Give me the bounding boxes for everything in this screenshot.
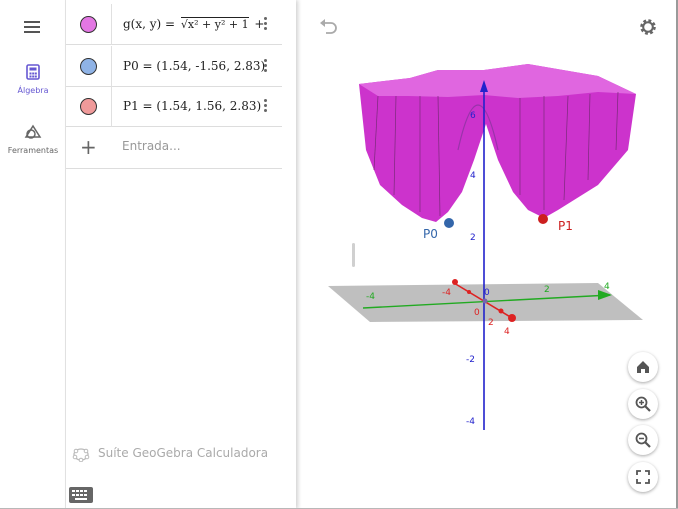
tab-tools-label: Ferramentas: [7, 146, 59, 155]
algebra-panel: g(x, y) = √x² + y² + 1 + P0 = (1.54, -1.…: [66, 0, 355, 509]
x-tick-neg4: -4: [442, 288, 451, 298]
z-tick-neg4: -4: [466, 417, 475, 427]
algebra-expression-g[interactable]: g(x, y) = √x² + y² + 1 +: [123, 4, 264, 45]
graphics-3d-view[interactable]: 6 4 2 -2 -4 -4 2 4 -4 0 2 4 0 P0 P1: [298, 0, 678, 509]
suite-label: Suíte GeoGebra Calculadora: [98, 446, 269, 460]
algebra-item-g[interactable]: g(x, y) = √x² + y² + 1 +: [66, 4, 282, 45]
keyboard-icon[interactable]: [69, 487, 93, 503]
fullscreen-icon: [636, 470, 650, 484]
point-P0-label: P0: [423, 227, 438, 241]
zoom-out-button[interactable]: [628, 425, 658, 455]
shapes-icon: [24, 124, 42, 139]
fullscreen-button[interactable]: [628, 462, 658, 492]
visibility-toggle-P0[interactable]: [80, 58, 97, 75]
x-axis-end-point: [508, 314, 516, 322]
zoom-out-icon: [635, 432, 651, 448]
origin-point: [482, 298, 488, 304]
y-tick-4: 4: [604, 282, 610, 292]
toolbar: Álgebra Ferramentas: [0, 0, 66, 509]
x-axis-tick-point: [467, 290, 471, 294]
more-options-icon[interactable]: [262, 16, 268, 34]
y-tick-2: 2: [544, 285, 550, 295]
undo-icon[interactable]: [318, 18, 338, 34]
function-tail: +: [254, 17, 265, 31]
x-tick-2: 2: [488, 318, 494, 328]
z-tick-4: 4: [470, 171, 476, 181]
marble-cell: [66, 86, 112, 127]
surface-g: [359, 64, 636, 222]
origin-label: 0: [484, 288, 490, 298]
menu-icon[interactable]: [24, 18, 46, 38]
algebra-input[interactable]: Entrada...: [122, 139, 181, 153]
calculator-icon: [26, 64, 40, 80]
x-axis-end-point: [452, 279, 458, 285]
tab-tools[interactable]: Ferramentas: [0, 124, 66, 155]
tab-algebra-label: Álgebra: [17, 86, 49, 95]
point-P1: [538, 214, 548, 224]
function-label: g(x, y) =: [123, 17, 179, 31]
zoom-in-icon: [635, 396, 651, 412]
point-P0: [444, 218, 454, 228]
algebra-input-row[interactable]: + Entrada...: [66, 127, 282, 169]
marble-cell: [66, 46, 112, 87]
algebra-item-P1[interactable]: P1 = (1.54, 1.56, 2.83): [66, 86, 282, 127]
more-options-icon[interactable]: [262, 98, 268, 116]
algebra-expression-P1[interactable]: P1 = (1.54, 1.56, 2.83): [123, 99, 262, 113]
marble-cell: [66, 4, 112, 45]
visibility-toggle-g[interactable]: [80, 16, 97, 33]
settings-gear-icon[interactable]: [638, 17, 658, 37]
more-options-icon[interactable]: [262, 58, 268, 76]
z-axis-arrow: [480, 80, 488, 92]
tab-algebra[interactable]: Álgebra: [0, 64, 66, 95]
x-axis-tick-point: [498, 308, 504, 314]
home-button[interactable]: [628, 352, 658, 382]
x-tick-0: 0: [474, 308, 480, 318]
function-formula: √x² + y² + 1: [180, 17, 249, 31]
add-icon[interactable]: +: [80, 135, 97, 159]
geogebra-logo-icon: [72, 448, 90, 462]
y-tick-neg4: -4: [366, 292, 375, 302]
home-icon: [637, 361, 649, 373]
algebra-expression-P0[interactable]: P0 = (1.54, -1.56, 2.83): [123, 59, 266, 73]
z-tick-2: 2: [470, 233, 476, 243]
scene-3d: 6 4 2 -2 -4 -4 2 4 -4 0 2 4 0 P0 P1: [328, 64, 643, 430]
x-tick-4: 4: [504, 327, 510, 337]
zoom-in-button[interactable]: [628, 389, 658, 419]
algebra-item-P0[interactable]: P0 = (1.54, -1.56, 2.83): [66, 46, 282, 87]
z-tick-6: 6: [470, 111, 476, 121]
point-P1-label: P1: [558, 219, 573, 233]
panel-resize-handle[interactable]: [352, 243, 355, 267]
z-tick-neg2: -2: [466, 355, 475, 365]
visibility-toggle-P1[interactable]: [80, 98, 97, 115]
window-frame-right: [676, 0, 678, 509]
y-axis-arrow: [598, 290, 612, 300]
